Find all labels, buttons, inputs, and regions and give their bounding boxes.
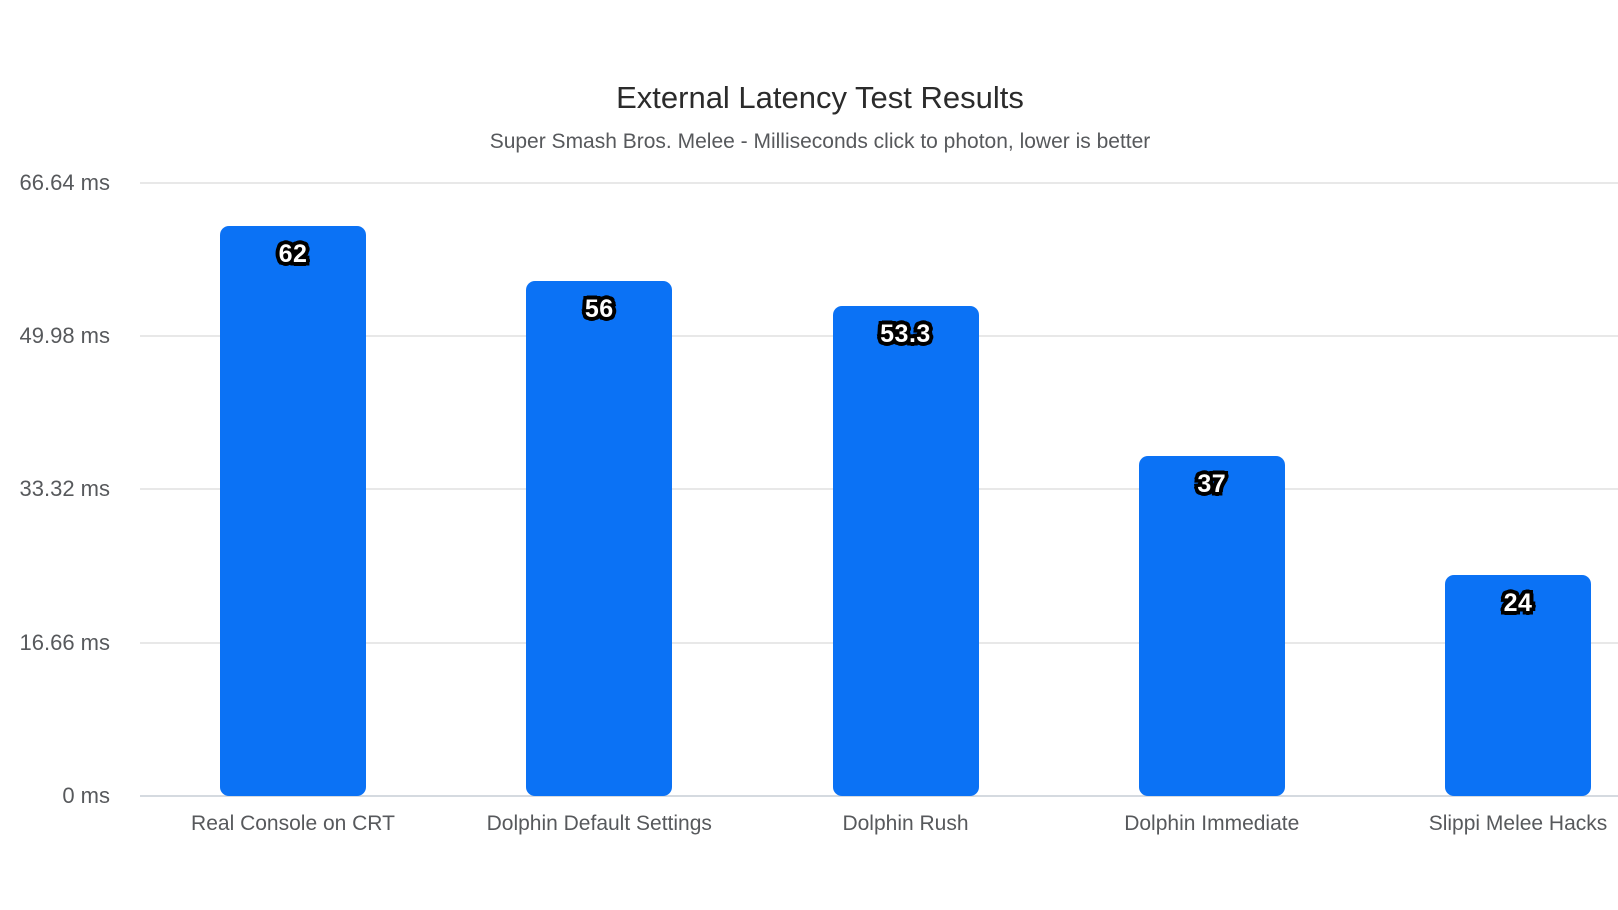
bar-value-outline: 62: [275, 236, 310, 271]
y-axis-tick-label: 33.32 ms: [19, 476, 111, 502]
bar-value-label: 62 62: [220, 236, 366, 271]
bar-value-label: 56 56: [526, 291, 672, 326]
x-axis-category-label: Dolphin Default Settings: [486, 812, 712, 835]
bar-value-label: 53.3 53.3: [833, 316, 979, 351]
bar-value-text: 53.3: [880, 319, 931, 348]
x-axis-category-label: Dolphin Rush: [842, 812, 969, 835]
bar-value-text: 56: [584, 294, 614, 323]
bar-value-label: 37 37: [1139, 466, 1285, 501]
bar-value-outline: 24: [1500, 586, 1535, 621]
y-axis-tick-label: 49.98 ms: [19, 323, 111, 349]
y-axis-tick-label: 16.66 ms: [19, 629, 111, 655]
bar-value-outline: 53.3: [877, 316, 934, 351]
bar-value-text: 37: [1197, 469, 1227, 498]
bar: 37 37: [1138, 455, 1285, 796]
gridline: [140, 181, 1618, 184]
y-axis-tick-label: 0 ms: [62, 783, 110, 808]
bar-value-text: 24: [1503, 589, 1533, 618]
bar: 56 56: [526, 280, 673, 796]
x-axis-category-label: Slippi Melee Hacks: [1428, 812, 1608, 835]
x-axis-baseline: [140, 795, 1618, 797]
chart-title: External Latency Test Results: [616, 80, 1024, 115]
bar: 24 24: [1445, 575, 1591, 796]
x-axis-category-label: Dolphin Immediate: [1124, 812, 1300, 835]
y-axis-tick-label: 66.64 ms: [19, 169, 111, 195]
bar-value-outline: 37: [1194, 466, 1229, 501]
bar-value-outline: 56: [581, 291, 616, 326]
bar-value-label: 24 24: [1445, 586, 1591, 621]
bar-value-text: 62: [278, 239, 308, 268]
bar: 62 62: [220, 225, 366, 796]
chart-subtitle: Super Smash Bros. Melee - Milliseconds c…: [489, 130, 1151, 153]
bar: 53.3 53.3: [832, 305, 979, 796]
x-axis-category-label: Real Console on CRT: [191, 812, 395, 835]
